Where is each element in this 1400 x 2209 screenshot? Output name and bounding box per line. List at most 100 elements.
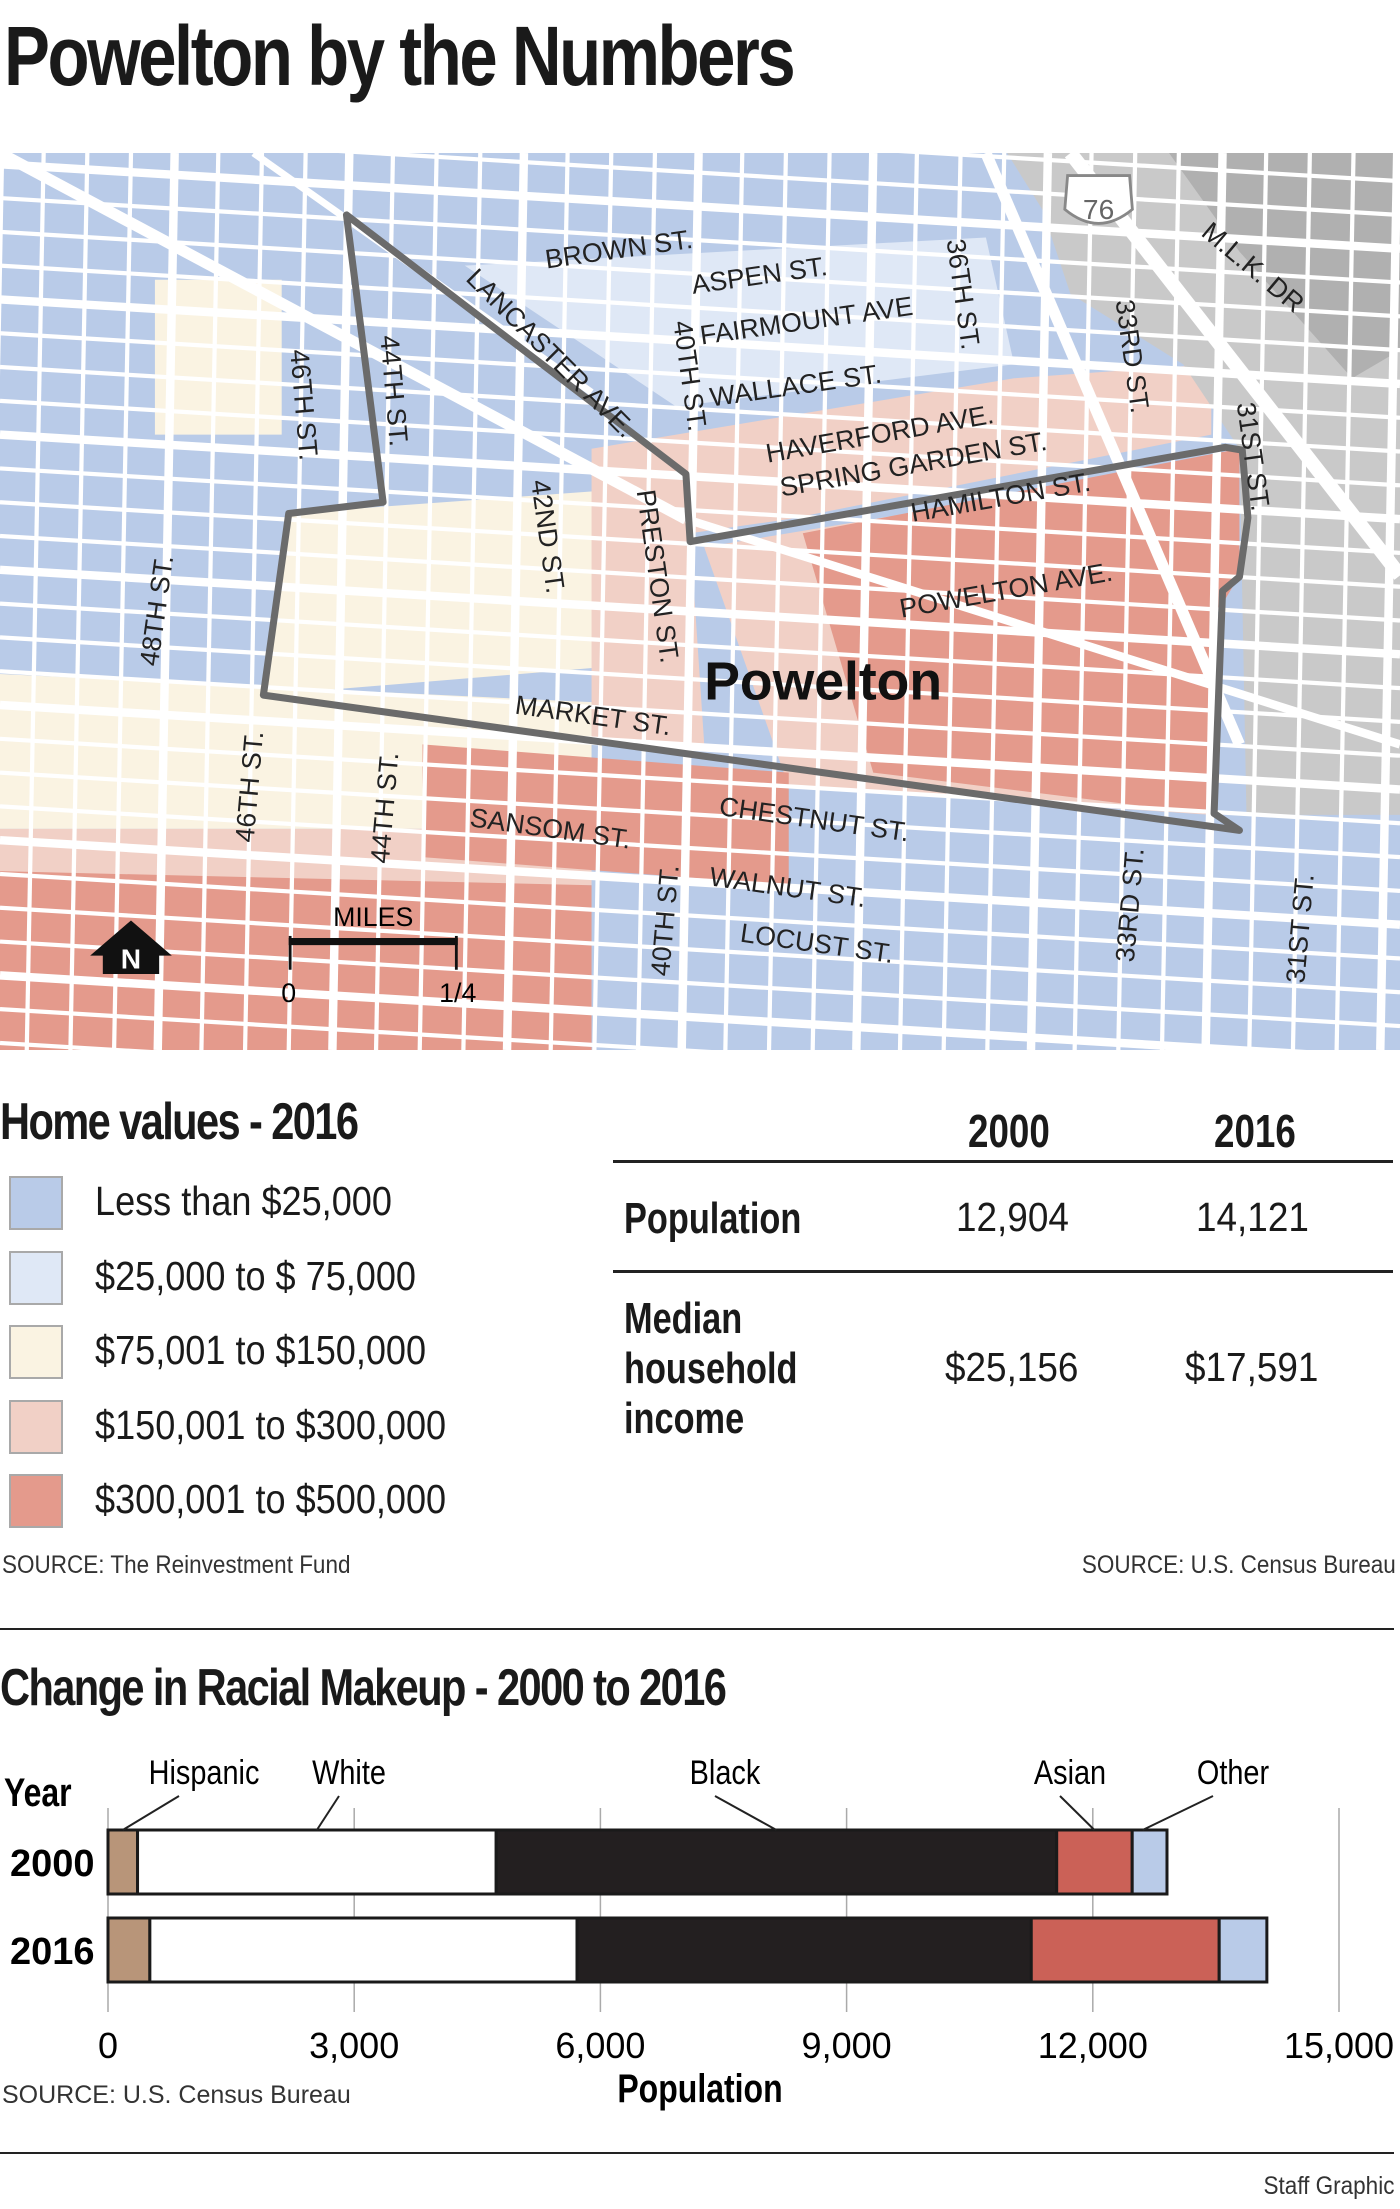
home-values-source: SOURCE: The Reinvestment Fund bbox=[2, 1551, 389, 1580]
bottom-divider bbox=[0, 2152, 1394, 2154]
street-line bbox=[592, 153, 614, 1050]
street-line bbox=[677, 153, 703, 1050]
street-line bbox=[0, 971, 1307, 1050]
home-values-heading: Home values - 2016 bbox=[0, 1092, 447, 1152]
legend-swatch bbox=[9, 1399, 63, 1454]
row-label-line: household bbox=[624, 1344, 798, 1393]
bar-white-2000 bbox=[136, 1828, 498, 1896]
home-values-map: BROWN ST.ASPEN ST.40TH ST.FAIRMOUNT AVEW… bbox=[0, 153, 1400, 1050]
x-tick-label: 12,000 bbox=[1038, 2025, 1148, 2066]
population-2016: 14,121 bbox=[1196, 1194, 1321, 1241]
street-line bbox=[0, 1007, 712, 1050]
bar-black-2000 bbox=[494, 1828, 1059, 1896]
street-line bbox=[0, 565, 1400, 659]
powelton-boundary bbox=[259, 211, 1252, 834]
map-scale: MILES 0 1/4 bbox=[281, 902, 476, 1008]
income-2016: $17,591 bbox=[1185, 1344, 1333, 1391]
street-line bbox=[810, 153, 832, 1050]
legend-swatch bbox=[9, 1325, 63, 1379]
map-zone bbox=[591, 364, 1212, 745]
scale-label: MILES bbox=[333, 902, 413, 932]
legend-label-text: $300,001 to $500,000 bbox=[95, 1476, 447, 1522]
chart-source: SOURCE: U.S. Census Bureau bbox=[2, 2081, 351, 2109]
legend-item: $300,001 to $500,000 bbox=[9, 1474, 569, 1534]
street-line bbox=[0, 430, 1400, 524]
highway-number: 76 bbox=[1083, 194, 1114, 225]
credit-text: Staff Graphic bbox=[1263, 2172, 1394, 2200]
map-zone bbox=[1169, 153, 1400, 379]
street-line bbox=[1159, 153, 1181, 1050]
bar-black-2016 bbox=[575, 1916, 1033, 1984]
street-line bbox=[1247, 153, 1269, 1050]
bar-asian-2000 bbox=[1055, 1828, 1134, 1896]
home-values-title: Home values - 2016 bbox=[0, 1093, 359, 1151]
street-line bbox=[153, 153, 179, 1050]
street-line bbox=[766, 153, 789, 1050]
racial-makeup-heading: Change in Racial Makeup - 2000 to 2016 bbox=[0, 1658, 907, 1718]
category-label: 2016 bbox=[10, 1931, 95, 1973]
leader-line bbox=[1142, 1795, 1214, 1831]
north-label: N bbox=[121, 943, 141, 974]
x-tick-label: 0 bbox=[98, 2025, 118, 2066]
column-header-text: 2016 bbox=[1214, 1105, 1296, 1157]
street-line bbox=[1072, 153, 1094, 1050]
street-line bbox=[1116, 153, 1138, 1050]
street-line bbox=[548, 153, 570, 1050]
x-tick-label: 15,000 bbox=[1284, 2025, 1394, 2066]
street-line bbox=[461, 153, 483, 1050]
bar-hispanic-2016 bbox=[106, 1916, 152, 1984]
street-line bbox=[199, 153, 221, 1050]
x-tick-label: 6,000 bbox=[555, 2025, 645, 2066]
interstate-76-shield: 76 bbox=[1063, 174, 1134, 225]
street-line bbox=[897, 153, 920, 1050]
legend-swatch bbox=[9, 1250, 63, 1305]
column-header-2016: 2016 bbox=[1214, 1104, 1316, 1158]
series-label-white: White bbox=[312, 1753, 386, 1792]
street-line bbox=[985, 153, 1007, 1050]
leader-line bbox=[714, 1795, 777, 1831]
x-tick-label: 9,000 bbox=[802, 2025, 892, 2066]
street-line bbox=[0, 533, 1400, 623]
street-line bbox=[852, 153, 878, 1050]
leader-line bbox=[1059, 1795, 1096, 1831]
chart-title: Change in Racial Makeup - 2000 to 2016 bbox=[0, 1659, 727, 1717]
street-line bbox=[0, 466, 1400, 556]
row-label-text: Population bbox=[624, 1194, 802, 1243]
home-values-source-text: SOURCE: The Reinvestment Fund bbox=[2, 1551, 351, 1579]
column-header-2000: 2000 bbox=[968, 1104, 1070, 1158]
row-label-population: Population bbox=[624, 1194, 851, 1244]
legend-item: $25,000 to $ 75,000 bbox=[9, 1250, 569, 1311]
table-rule bbox=[613, 1160, 1393, 1163]
street-line bbox=[723, 153, 745, 1050]
street-line bbox=[68, 153, 90, 1050]
row-label-line: Median bbox=[624, 1294, 743, 1343]
street-line bbox=[0, 905, 1400, 995]
leader-line bbox=[122, 1795, 180, 1831]
x-axis-label: Population bbox=[617, 2066, 782, 2111]
x-tick-labels: 0 3,000 6,000 9,000 12,000 15,000 bbox=[98, 2025, 1394, 2066]
census-source: SOURCE: U.S. Census Bureau bbox=[1047, 1551, 1396, 1580]
x-tick-label: 3,000 bbox=[309, 2025, 399, 2066]
legend-item: Less than $25,000 bbox=[9, 1176, 569, 1236]
street-line bbox=[635, 153, 658, 1050]
category-label: 2000 bbox=[10, 1843, 95, 1885]
value-text: 12,904 bbox=[956, 1194, 1069, 1240]
legend-label-text: $75,001 to $150,000 bbox=[95, 1327, 427, 1373]
major-road bbox=[1064, 153, 1400, 580]
legend-label: $300,001 to $500,000 bbox=[95, 1476, 494, 1523]
title-text: Powelton by the Numbers bbox=[4, 9, 796, 103]
leader-line bbox=[316, 1795, 340, 1831]
legend-item: $75,001 to $150,000 bbox=[9, 1325, 569, 1385]
category-labels: 2000 2016 bbox=[10, 1843, 95, 1973]
street-line bbox=[328, 153, 354, 1050]
income-2000: $25,156 bbox=[945, 1344, 1093, 1391]
racial-makeup-chart: Hispanic White Black Asian Other Year 200020… bbox=[2, 1753, 1394, 2111]
row-label-median-income: Median household income bbox=[624, 1294, 846, 1444]
bar-other-2000 bbox=[1130, 1828, 1169, 1896]
street-line bbox=[0, 364, 1400, 454]
street-line bbox=[1290, 153, 1312, 1050]
street-line bbox=[1334, 153, 1356, 1050]
legend-label: $150,001 to $300,000 bbox=[95, 1402, 494, 1449]
legend-label-text: $25,000 to $ 75,000 bbox=[95, 1252, 417, 1299]
street-line bbox=[286, 153, 308, 1050]
